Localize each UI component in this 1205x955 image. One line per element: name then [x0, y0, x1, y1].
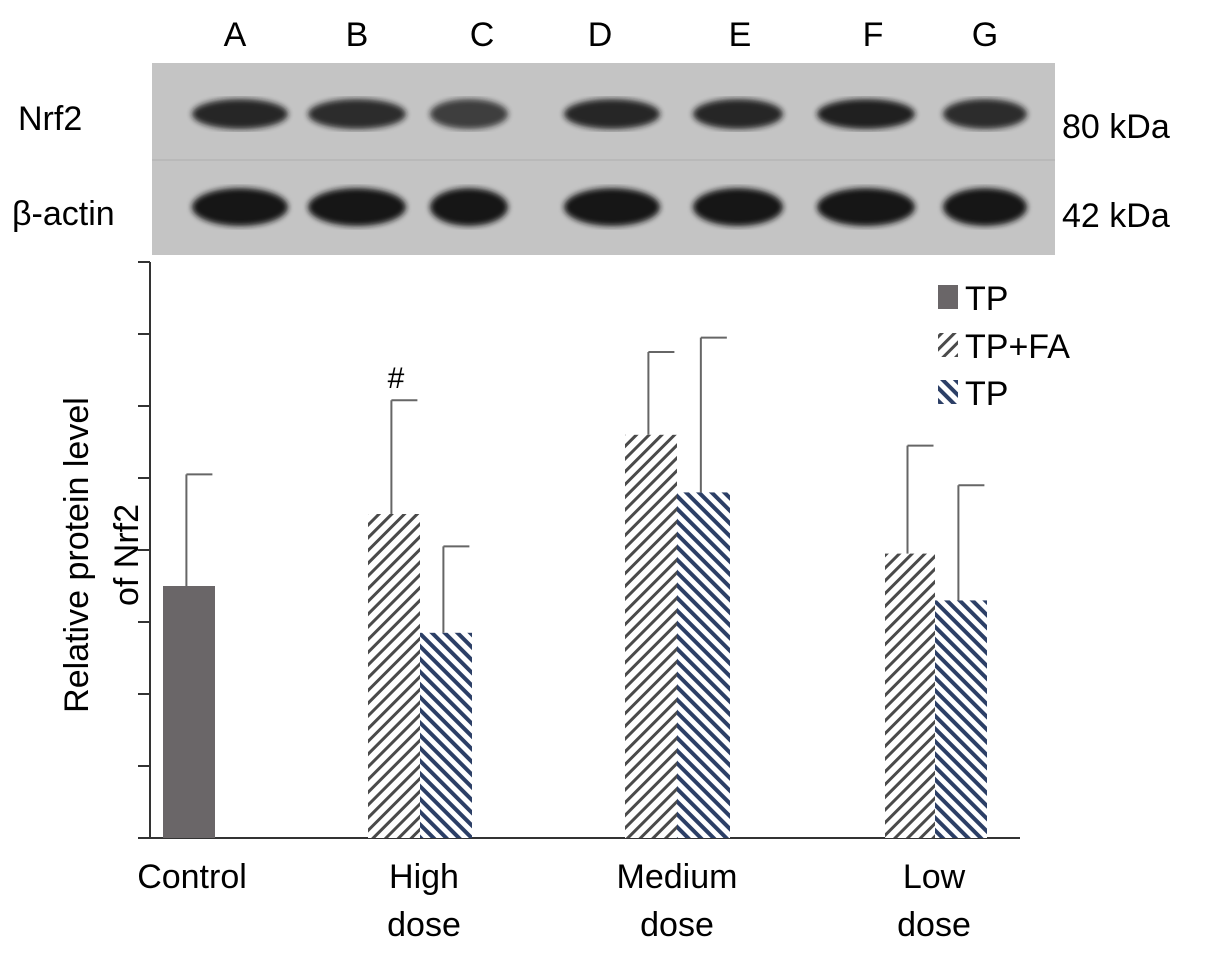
- western-blot: A B C D E F G Nrf2 β-actin 80 kDa 42 kDa: [12, 16, 1170, 255]
- band-nrf2-lane-d: [564, 99, 660, 129]
- lane-label-d: D: [588, 16, 613, 54]
- legend: TP TP+FA TP: [938, 280, 1070, 413]
- category-label-1-line-0: High: [389, 858, 459, 896]
- category-label-3-line-1: dose: [897, 906, 971, 944]
- category-label-2-line-0: Medium: [617, 858, 738, 896]
- band-actin-lane-d: [564, 188, 660, 226]
- band-actin-lane-e: [693, 188, 783, 226]
- legend-label-0: TP: [965, 280, 1008, 318]
- bar-tp_fa-3: [885, 553, 935, 838]
- bar-tp-2: [677, 492, 730, 838]
- legend-label-2: TP: [965, 375, 1008, 413]
- significance-mark: #: [388, 362, 405, 395]
- bar-chart: # Control High dose Medium dose Low dose Relat…: [58, 261, 1070, 944]
- lane-label-a: A: [224, 16, 247, 54]
- band-actin-lane-f: [817, 188, 915, 226]
- bars: [163, 434, 987, 838]
- band-nrf2-lane-b: [308, 99, 406, 129]
- actin-size-label: 42 kDa: [1062, 197, 1170, 235]
- nrf2-row-label: Nrf2: [18, 100, 82, 138]
- band-actin-lane-g: [943, 188, 1027, 226]
- lane-label-e: E: [729, 16, 752, 54]
- nrf2-size-label: 80 kDa: [1062, 108, 1170, 146]
- annotations: #: [388, 362, 405, 395]
- y-axis-label-line-0: Relative protein level: [58, 397, 96, 713]
- error-bars: [185, 336, 985, 633]
- band-nrf2-lane-a: [192, 99, 288, 129]
- bar-tp_fa-2: [625, 434, 677, 838]
- band-actin-lane-c: [430, 188, 508, 226]
- band-nrf2-lane-g: [943, 99, 1027, 129]
- bar-tp-1: [420, 632, 472, 838]
- band-nrf2-lane-e: [693, 99, 783, 129]
- legend-swatch-2: [938, 380, 958, 404]
- band-actin-lane-a: [192, 188, 288, 226]
- blot-bands: [192, 99, 1027, 226]
- category-label-2-line-1: dose: [640, 906, 714, 944]
- lane-label-f: F: [863, 16, 884, 54]
- y-axis-label: Relative protein level of Nrf2: [58, 397, 146, 713]
- legend-label-1: TP+FA: [965, 328, 1070, 366]
- category-label-0-line-0: Control: [137, 858, 247, 896]
- lane-label-b: B: [346, 16, 369, 54]
- category-labels: Control High dose Medium dose Low dose: [137, 858, 971, 944]
- y-ticks: [138, 261, 150, 839]
- y-axis-label-line-1: of Nrf2: [108, 504, 146, 606]
- lane-label-g: G: [972, 16, 998, 54]
- bar-control-0: [163, 586, 215, 838]
- bar-tp_fa-1: [368, 514, 420, 838]
- band-nrf2-lane-c: [430, 99, 508, 129]
- actin-row-label: β-actin: [12, 195, 115, 233]
- category-label-1-line-1: dose: [387, 906, 461, 944]
- lane-labels: A B C D E F G: [224, 16, 999, 54]
- legend-swatch-0: [938, 285, 958, 309]
- lane-label-c: C: [470, 16, 495, 54]
- band-actin-lane-b: [308, 188, 406, 226]
- bar-tp-3: [935, 600, 987, 838]
- category-label-3-line-0: Low: [903, 858, 966, 896]
- legend-swatch-1: [938, 333, 958, 357]
- band-nrf2-lane-f: [817, 99, 915, 129]
